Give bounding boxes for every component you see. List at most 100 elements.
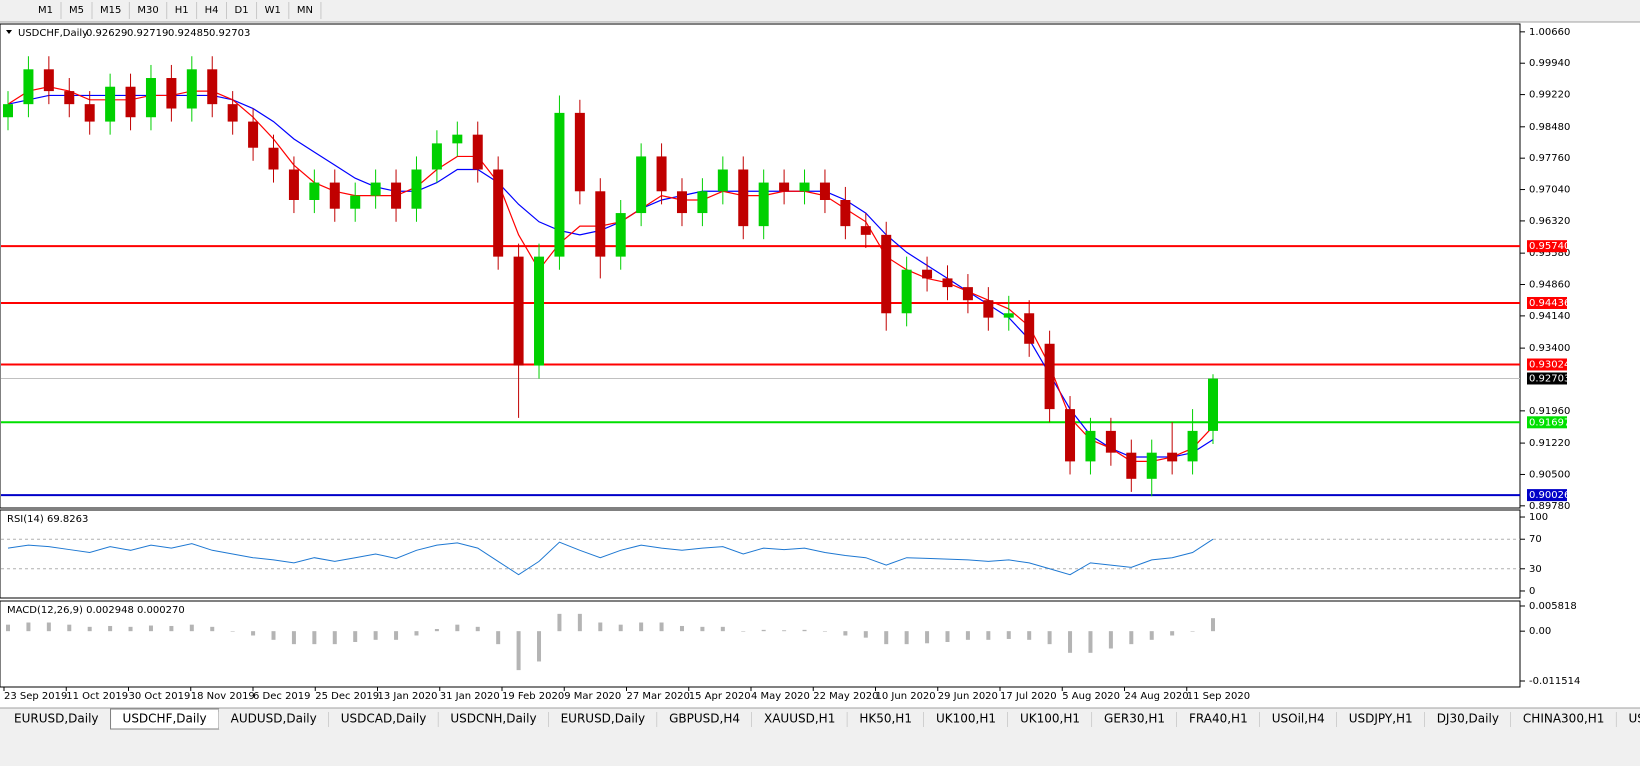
candle-body bbox=[534, 256, 545, 366]
candle-body bbox=[452, 134, 463, 144]
macd-bar bbox=[496, 631, 501, 645]
macd-bar bbox=[46, 622, 51, 632]
tab-label[interactable]: USOil,H4 bbox=[1272, 712, 1325, 726]
candle-body bbox=[1024, 313, 1035, 344]
tab[interactable] bbox=[923, 709, 1008, 729]
tab-label[interactable]: XAUUSD,H1 bbox=[764, 712, 835, 726]
y-tick-label: 0.00 bbox=[1529, 626, 1551, 637]
price-label-bg bbox=[1527, 372, 1567, 385]
tab[interactable] bbox=[438, 709, 549, 729]
timeframe-button[interactable]: M5 bbox=[69, 5, 84, 16]
tab-label[interactable]: FRA40,H1 bbox=[1189, 712, 1248, 726]
tab-label[interactable]: GBPUSD,H4 bbox=[669, 712, 740, 726]
y-tick-label: 0.93400 bbox=[1529, 343, 1570, 354]
tab-label[interactable]: USDCHF,Daily bbox=[123, 712, 207, 726]
tab-label[interactable]: AUDUSD,Daily bbox=[231, 712, 317, 726]
timeframe-button[interactable]: MN bbox=[297, 5, 313, 16]
x-tick-label: 27 Mar 2020 bbox=[627, 691, 690, 702]
level-label: 0.94436 bbox=[1529, 298, 1570, 309]
y-tick-label: -0.011514 bbox=[1529, 676, 1580, 687]
tab[interactable] bbox=[752, 709, 848, 729]
macd-bar bbox=[720, 626, 725, 632]
y-tick-label: 0.91960 bbox=[1529, 406, 1570, 417]
macd-bar bbox=[108, 625, 113, 632]
timeframe-button[interactable]: D1 bbox=[235, 5, 249, 16]
candle-body bbox=[656, 156, 667, 192]
macd-bar bbox=[1088, 631, 1093, 653]
tab[interactable] bbox=[1008, 709, 1093, 729]
tab-label[interactable]: USDCAD,Daily bbox=[341, 712, 427, 726]
candle-body bbox=[962, 287, 973, 301]
candle-body bbox=[819, 182, 830, 200]
x-tick-label: 25 Dec 2019 bbox=[315, 691, 379, 702]
x-tick-label: 13 Jan 2020 bbox=[378, 691, 438, 702]
tab[interactable] bbox=[1616, 709, 1640, 729]
y-tick-label: 0.96320 bbox=[1529, 216, 1570, 227]
macd-bar bbox=[945, 631, 950, 642]
macd-bar bbox=[884, 631, 889, 645]
tab-label[interactable]: USOil,H1 bbox=[1628, 712, 1640, 726]
timeframe-button[interactable]: M30 bbox=[137, 5, 158, 16]
tab[interactable] bbox=[2, 709, 111, 729]
title-arrow bbox=[6, 30, 12, 34]
tab[interactable] bbox=[1259, 709, 1337, 729]
tab-label[interactable]: USDJPY,H1 bbox=[1349, 712, 1413, 726]
quote-value: 0.92485 bbox=[168, 28, 209, 39]
x-tick-label: 6 Dec 2019 bbox=[253, 691, 311, 702]
panel-title: RSI(14) 69.8263 bbox=[7, 514, 88, 525]
macd-bar bbox=[802, 629, 807, 632]
macd-bar bbox=[822, 631, 827, 632]
y-tick-label: 0.97760 bbox=[1529, 153, 1570, 164]
candle-body bbox=[697, 191, 708, 214]
tab[interactable] bbox=[847, 709, 924, 729]
macd-bar bbox=[1006, 631, 1011, 639]
candle-body bbox=[942, 278, 953, 288]
macd-bar bbox=[169, 625, 174, 632]
macd-panel bbox=[0, 600, 1521, 688]
candle-body bbox=[860, 226, 871, 235]
tab[interactable] bbox=[218, 709, 329, 729]
macd-bar bbox=[6, 624, 10, 632]
rsi-panel bbox=[0, 509, 1521, 599]
macd-bar bbox=[761, 629, 766, 632]
tab-label[interactable]: HK50,H1 bbox=[859, 712, 912, 726]
candle-body bbox=[391, 182, 402, 209]
timeframe-button[interactable]: M1 bbox=[38, 5, 53, 16]
tab[interactable] bbox=[548, 709, 658, 729]
tab-label[interactable]: UK100,H1 bbox=[936, 712, 996, 726]
macd-bar bbox=[291, 631, 296, 645]
timeframe-button[interactable]: W1 bbox=[265, 5, 281, 16]
level-label: 0.91697 bbox=[1529, 417, 1570, 428]
y-tick-label: 0.89780 bbox=[1529, 501, 1570, 512]
candle-body bbox=[43, 69, 54, 92]
rsi-line bbox=[7, 538, 1214, 576]
tab[interactable] bbox=[1424, 709, 1511, 729]
tab[interactable] bbox=[1092, 709, 1177, 729]
y-tick-label: 1.00660 bbox=[1529, 27, 1570, 38]
macd-bar bbox=[1211, 618, 1215, 632]
tab-label[interactable]: UK100,H1 bbox=[1020, 712, 1080, 726]
tab[interactable] bbox=[1177, 709, 1260, 729]
tab-label[interactable]: DJ30,Daily bbox=[1437, 712, 1499, 726]
tab[interactable] bbox=[1336, 709, 1425, 729]
candle-body bbox=[166, 78, 177, 109]
macd-bar bbox=[271, 631, 276, 640]
candle-body bbox=[1105, 430, 1116, 453]
tab[interactable] bbox=[328, 709, 439, 729]
x-tick-label: 11 Sep 2020 bbox=[1187, 691, 1250, 702]
macd-bar bbox=[598, 622, 603, 632]
tab-label[interactable]: EURUSD,Daily bbox=[561, 712, 646, 726]
tab[interactable] bbox=[657, 709, 752, 729]
tab-label[interactable]: USDCNH,Daily bbox=[450, 712, 536, 726]
tab-label[interactable]: CHINA300,H1 bbox=[1523, 712, 1605, 726]
candle-body bbox=[554, 112, 565, 257]
tab[interactable] bbox=[1510, 709, 1617, 729]
tab-label[interactable]: GER30,H1 bbox=[1104, 712, 1165, 726]
candle-body bbox=[1187, 430, 1198, 462]
y-tick-label: 70 bbox=[1529, 534, 1542, 545]
timeframe-button[interactable]: H4 bbox=[205, 5, 219, 16]
tab-label[interactable]: EURUSD,Daily bbox=[14, 712, 99, 726]
timeframe-button[interactable]: M15 bbox=[100, 5, 121, 16]
candle-body bbox=[64, 91, 75, 105]
timeframe-button[interactable]: H1 bbox=[175, 5, 189, 16]
